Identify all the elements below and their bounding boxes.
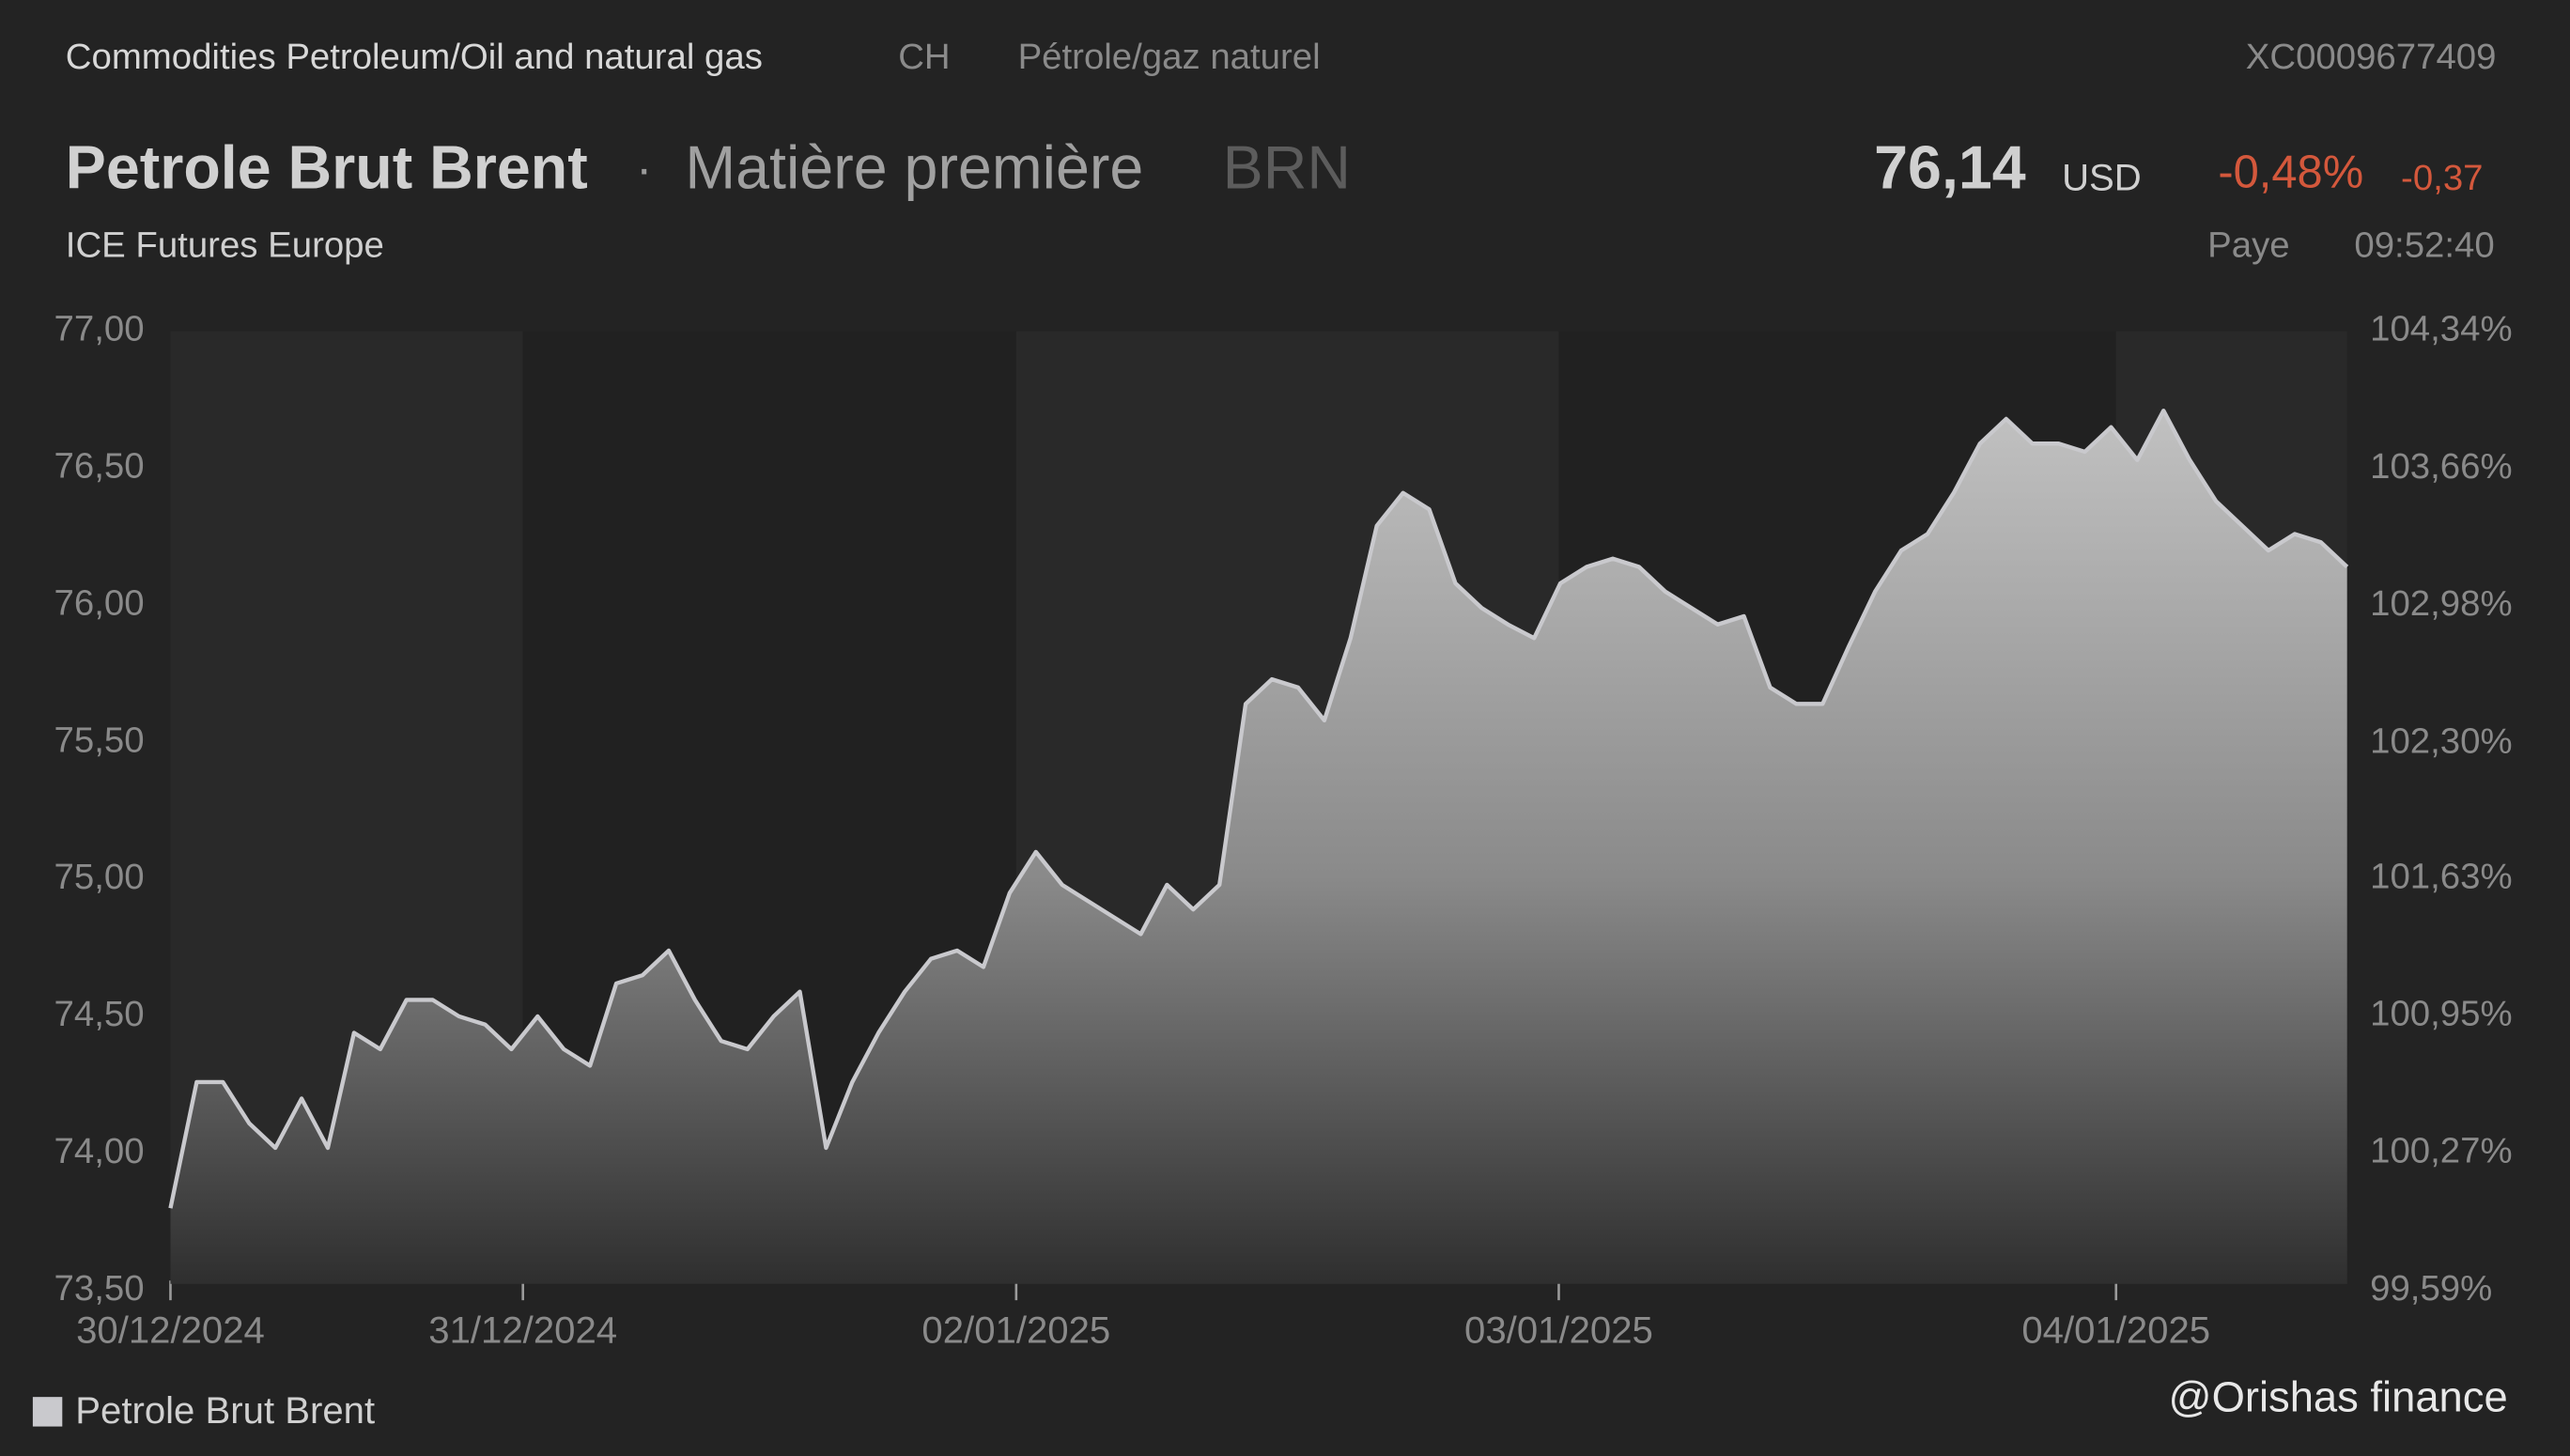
- legend-label[interactable]: Petrole Brut Brent: [75, 1389, 375, 1432]
- y2-tick-label: 100,27%: [2370, 1131, 2512, 1171]
- y2-tick-label: 99,59%: [2370, 1268, 2492, 1309]
- price-line: [168, 409, 2349, 1209]
- instrument-title: Petrole Brut Brent: [66, 133, 588, 201]
- instrument-kind: Matière première: [685, 133, 1143, 201]
- y-tick-label: 74,00: [54, 1131, 145, 1171]
- y-tick-label: 74,50: [54, 994, 145, 1034]
- y-tick-label: 73,50: [54, 1268, 145, 1309]
- y-tick-label: 75,00: [54, 857, 145, 897]
- x-tick-label: 02/01/2025: [921, 1309, 1110, 1352]
- ticker: BRN: [1223, 133, 1351, 201]
- y2-tick-label: 100,95%: [2370, 993, 2512, 1033]
- exchange: ICE Futures Europe: [66, 225, 384, 266]
- y2-tick-label: 103,66%: [2370, 446, 2512, 487]
- currency: USD: [2062, 157, 2142, 199]
- watermark: @Orishas finance: [2169, 1373, 2508, 1421]
- y2-tick-label: 104,34%: [2370, 309, 2512, 349]
- area-fill: [170, 410, 2347, 1284]
- x-tick-label: 03/01/2025: [1464, 1309, 1653, 1352]
- change-percent: -0,48%: [2218, 147, 2363, 198]
- y-tick-label: 75,50: [54, 720, 145, 760]
- x-tick-label: 04/01/2025: [2021, 1309, 2210, 1352]
- breadcrumb[interactable]: Commodities Petroleum/Oil and natural ga…: [66, 37, 763, 77]
- x-tick-label: 31/12/2024: [428, 1309, 617, 1352]
- y2-tick-label: 101,63%: [2370, 856, 2512, 896]
- legend-swatch: [32, 1397, 63, 1427]
- separator: ·: [636, 142, 652, 196]
- y-tick-label: 76,00: [54, 582, 145, 623]
- category[interactable]: Pétrole/gaz naturel: [1018, 37, 1321, 77]
- y2-tick-label: 102,30%: [2370, 720, 2512, 761]
- status: Paye: [2207, 225, 2289, 266]
- country: CH: [898, 37, 950, 77]
- y-tick-label: 77,00: [54, 309, 145, 349]
- price: 76,14: [1874, 133, 2026, 201]
- time: 09:52:40: [2354, 225, 2494, 266]
- x-tick-label: 30/12/2024: [76, 1309, 265, 1352]
- y2-tick-label: 102,98%: [2370, 583, 2512, 624]
- y-tick-label: 76,50: [54, 446, 145, 487]
- isin: XC0009677409: [2246, 37, 2497, 77]
- change-absolute: -0,37: [2401, 158, 2483, 198]
